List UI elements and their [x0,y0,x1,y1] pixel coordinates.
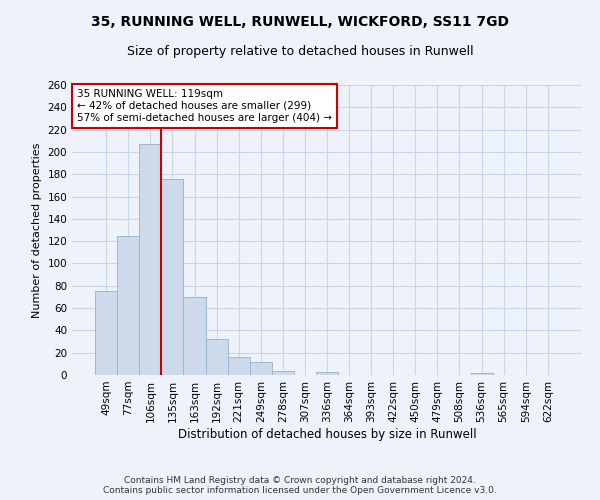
Bar [227,357,250,375]
Text: 35, RUNNING WELL, RUNWELL, WICKFORD, SS11 7GD: 35, RUNNING WELL, RUNWELL, WICKFORD, SS1… [91,15,509,29]
Bar [139,144,161,375]
Bar [184,297,206,375]
X-axis label: Distribution of detached houses by size in Runwell: Distribution of detached houses by size … [178,428,476,440]
Bar [206,340,227,375]
Text: Contains HM Land Registry data © Crown copyright and database right 2024.
Contai: Contains HM Land Registry data © Crown c… [103,476,497,495]
Bar [161,178,184,375]
Y-axis label: Number of detached properties: Number of detached properties [32,142,42,318]
Bar [470,373,493,375]
Bar [272,370,294,375]
Bar [316,372,338,375]
Bar [95,292,117,375]
Text: Size of property relative to detached houses in Runwell: Size of property relative to detached ho… [127,45,473,58]
Text: 35 RUNNING WELL: 119sqm
← 42% of detached houses are smaller (299)
57% of semi-d: 35 RUNNING WELL: 119sqm ← 42% of detache… [77,90,332,122]
Bar [117,236,139,375]
Bar [250,362,272,375]
